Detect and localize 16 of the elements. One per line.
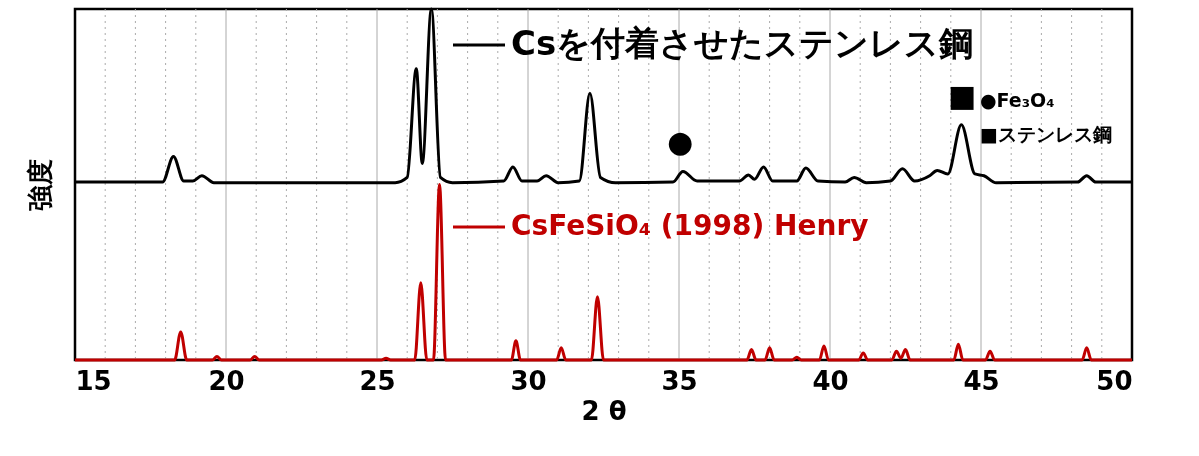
annotation: ●Fe₃O₄ [980,89,1055,111]
legend-label: Csを付着させたステンレス鋼 [511,23,974,63]
x-tick-label: 45 [963,365,1000,396]
x-tick-label: 15 [75,365,112,396]
annotation: ● [666,124,694,159]
x-tick-label: 35 [661,365,698,396]
annotation: ■ [947,78,977,113]
x-tick-label: 20 [208,365,245,396]
x-axis-title: 2 θ [581,395,627,426]
legend-label: CsFeSiO₄ (1998) Henry [511,209,869,242]
annotation: ■ステンレス鋼 [980,123,1112,145]
x-tick-label: 30 [510,365,547,396]
y-axis-title: 強度 [24,159,55,211]
x-tick-label: 40 [812,365,849,396]
x-tick-label: 50 [1096,365,1133,396]
x-tick-label: 25 [359,365,396,396]
